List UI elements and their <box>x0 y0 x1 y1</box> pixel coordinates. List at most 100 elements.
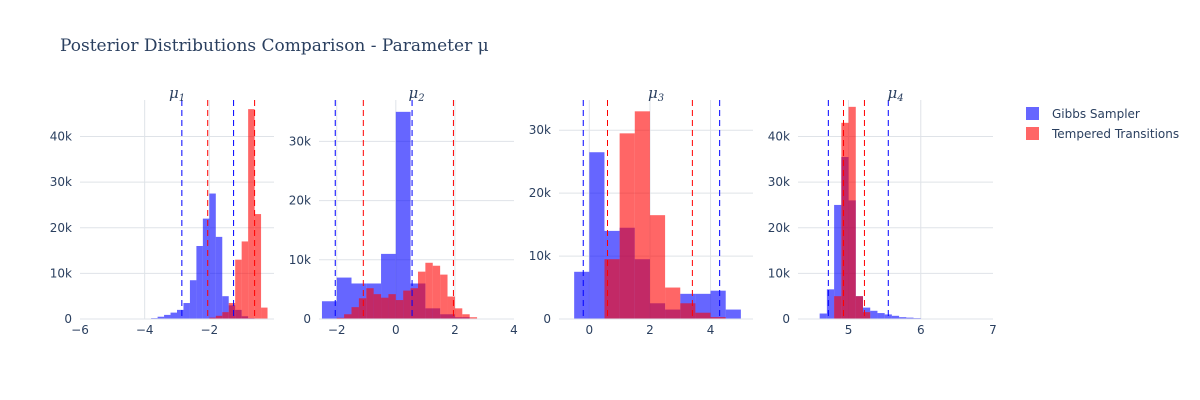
gibbs-bar <box>164 314 171 319</box>
tempered-bar <box>469 317 478 319</box>
subplot-2: 0 10k 20k 30k −2 0 2 4 μ2 <box>289 84 518 337</box>
x-tick-label: 2 <box>451 323 459 337</box>
tempered-bar <box>462 314 470 319</box>
chart-legend: Gibbs Sampler Tempered Transitions <box>1026 107 1179 141</box>
gibbs-bar <box>215 236 223 319</box>
tempered-bar <box>254 214 262 319</box>
x-tick-label: 4 <box>510 323 518 337</box>
gibbs-bar <box>710 290 726 319</box>
y-tick-label: 20k <box>529 186 551 200</box>
tempered-bar <box>344 314 352 319</box>
subplot-title: μ3 <box>648 84 664 104</box>
y-tick-label: 30k <box>768 175 790 189</box>
tempered-bar <box>222 312 229 319</box>
chart-title: Posterior Distributions Comparison - Par… <box>60 36 489 56</box>
tempered-bar <box>680 303 696 319</box>
gibbs-bar <box>891 315 900 319</box>
y-tick-label: 0 <box>303 312 311 326</box>
legend-item[interactable]: Gibbs Sampler <box>1026 107 1140 121</box>
tempered-bar <box>619 133 635 319</box>
gibbs-bar <box>183 303 190 319</box>
tempered-bar <box>454 308 463 319</box>
x-tick-label: 6 <box>917 323 925 337</box>
y-tick-label: 10k <box>289 253 311 267</box>
gibbs-bar <box>589 152 605 319</box>
gibbs-bar <box>877 313 885 319</box>
legend-label: Gibbs Sampler <box>1052 107 1140 121</box>
gibbs-bar <box>209 193 216 319</box>
y-tick-label: 0 <box>64 312 72 326</box>
gibbs-bar <box>157 316 165 319</box>
gibbs-bar <box>899 317 907 319</box>
subplot-3: 0 10k 20k 30k 0 2 4 μ3 <box>529 84 753 337</box>
x-tick-label: 0 <box>585 323 593 337</box>
tempered-bar <box>388 294 396 319</box>
tempered-bar <box>447 296 455 319</box>
subplot-title: μ4 <box>887 84 903 104</box>
x-tick-label: −4 <box>136 323 154 337</box>
x-tick-label: −2 <box>200 323 218 337</box>
y-tick-label: 40k <box>50 130 72 144</box>
tempered-bar <box>215 315 223 319</box>
y-tick-label: 30k <box>529 123 551 137</box>
y-tick-label: 10k <box>768 266 790 280</box>
legend-item[interactable]: Tempered Transitions <box>1026 127 1179 141</box>
x-tick-label: 2 <box>646 323 654 337</box>
tempered-bar <box>248 109 255 319</box>
tempered-bar <box>261 307 268 319</box>
tempered-bar <box>228 303 236 319</box>
x-tick-label: 7 <box>989 323 997 337</box>
legend-swatch <box>1026 127 1039 140</box>
tempered-bar <box>351 307 359 319</box>
gibbs-bar <box>170 312 177 319</box>
tempered-bar <box>410 288 418 319</box>
y-tick-label: 20k <box>768 221 790 235</box>
gibbs-bar <box>177 309 184 319</box>
y-tick-label: 20k <box>50 221 72 235</box>
x-tick-label: −6 <box>71 323 89 337</box>
gibbs-bar <box>884 314 892 319</box>
y-tick-label: 20k <box>289 194 311 208</box>
legend-swatch <box>1026 107 1039 120</box>
y-tick-label: 30k <box>50 175 72 189</box>
tempered-bar <box>358 298 367 319</box>
tempered-bar <box>209 317 216 319</box>
tempered-bar <box>395 300 404 319</box>
tempered-bar <box>241 241 249 319</box>
x-tick-label: 0 <box>392 323 400 337</box>
tempered-bar <box>834 296 842 319</box>
gibbs-bar <box>834 204 842 319</box>
subplot-title: μ2 <box>408 84 424 104</box>
tempered-bar <box>373 294 382 319</box>
gibbs-bar <box>826 289 835 319</box>
y-tick-label: 30k <box>289 134 311 148</box>
gibbs-bar <box>321 301 337 319</box>
gibbs-bar <box>189 280 197 319</box>
gibbs-bar <box>222 296 229 319</box>
tempered-bar <box>432 265 441 319</box>
tempered-bar <box>710 317 726 319</box>
y-tick-label: 40k <box>768 130 790 144</box>
tempered-bar <box>649 215 666 319</box>
gibbs-bar <box>196 246 203 319</box>
tempered-bar <box>604 259 620 319</box>
x-tick-label: −2 <box>328 323 346 337</box>
y-tick-label: 0 <box>543 312 551 326</box>
legend-label: Tempered Transitions <box>1051 127 1179 141</box>
tempered-bar <box>695 312 711 319</box>
tempered-bar <box>403 290 411 319</box>
tempered-bar <box>425 262 433 319</box>
tempered-bar <box>855 296 863 319</box>
y-tick-label: 10k <box>50 266 72 280</box>
tempered-bar <box>235 259 242 319</box>
tempered-bar <box>336 317 345 319</box>
x-tick-label: 5 <box>845 323 853 337</box>
gibbs-bar <box>395 111 411 320</box>
subplot-title: μ1 <box>169 84 185 104</box>
subplot-1: 0 10k 20k 30k 40k −6 −4 −2 μ1 <box>50 84 274 337</box>
tempered-bar <box>665 287 681 319</box>
tempered-bar <box>440 274 448 319</box>
gibbs-bar <box>906 317 914 319</box>
subplot-4: 0 10k 20k 30k 40k 5 6 7 μ4 <box>768 84 997 337</box>
